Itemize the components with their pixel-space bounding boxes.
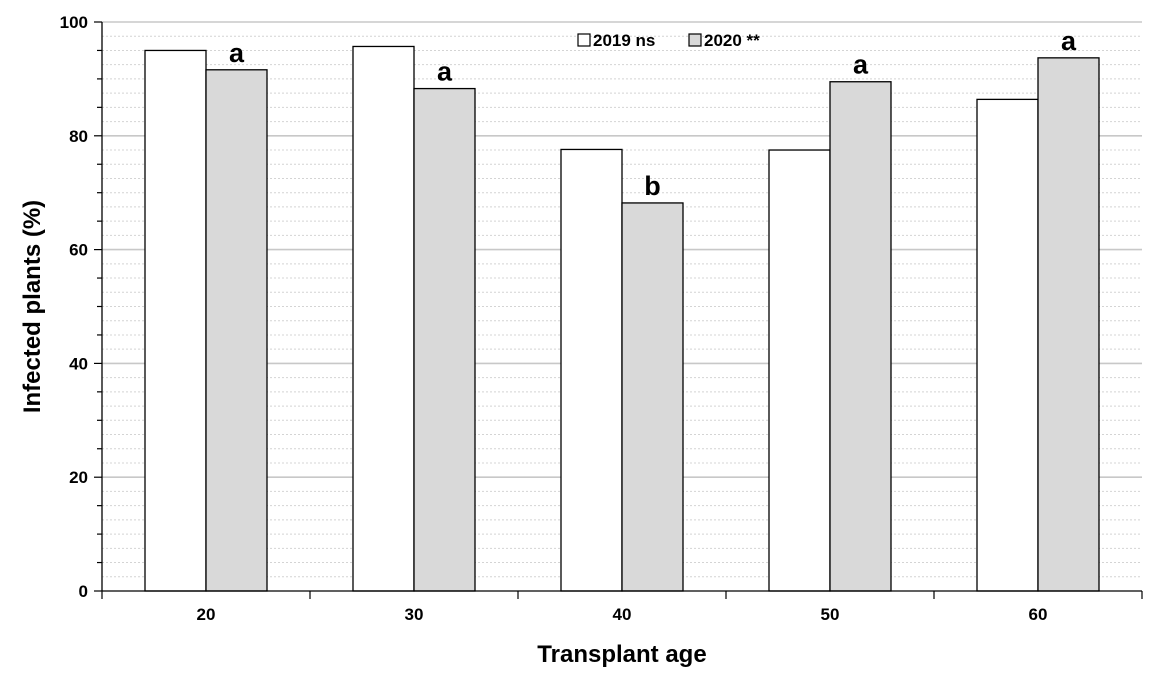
x-tick-label: 40 xyxy=(613,605,632,624)
bar-2019-50 xyxy=(768,149,831,592)
y-tick-label: 80 xyxy=(69,127,88,146)
y-tick-label: 40 xyxy=(69,354,88,373)
significance-letter: a xyxy=(437,57,453,87)
bar-2019-60 xyxy=(976,98,1039,592)
x-tick-label: 20 xyxy=(197,605,216,624)
legend-label: 2020 ** xyxy=(704,31,760,50)
x-tick-label: 60 xyxy=(1029,605,1048,624)
labels: a a b a a 0 20 40 60 80 100 20 30 40 50 60 Transplant ag… xyxy=(19,13,1077,668)
significance-letter: b xyxy=(644,171,661,201)
legend-swatch xyxy=(688,33,702,47)
bar-2020-40 xyxy=(621,202,684,592)
bar-2019-20 xyxy=(144,49,207,592)
significance-letter: a xyxy=(1061,26,1077,56)
bar-2020-20 xyxy=(205,69,268,592)
significance-letter: a xyxy=(853,50,869,80)
y-tick-label: 20 xyxy=(69,468,88,487)
bar-2020-30 xyxy=(413,87,476,592)
y-axis-title: Infected plants (%) xyxy=(19,200,46,413)
bar-2019-30 xyxy=(352,45,415,592)
legend: 2019 ns 2020 ** xyxy=(577,31,760,50)
bar-2020-60 xyxy=(1037,57,1100,592)
bar-2019-40 xyxy=(560,148,623,592)
x-tick-label: 50 xyxy=(821,605,840,624)
y-tick-label: 100 xyxy=(60,13,88,32)
x-axis-title: Transplant age xyxy=(537,641,706,668)
x-tick-label: 30 xyxy=(405,605,424,624)
legend-swatch xyxy=(577,33,591,47)
axes xyxy=(94,21,1143,599)
legend-label: 2019 ns xyxy=(593,31,655,50)
y-tick-label: 0 xyxy=(79,582,88,601)
y-tick-label: 60 xyxy=(69,241,88,260)
bars xyxy=(144,45,1100,592)
bar-2020-50 xyxy=(829,81,892,592)
significance-letter: a xyxy=(229,38,245,68)
